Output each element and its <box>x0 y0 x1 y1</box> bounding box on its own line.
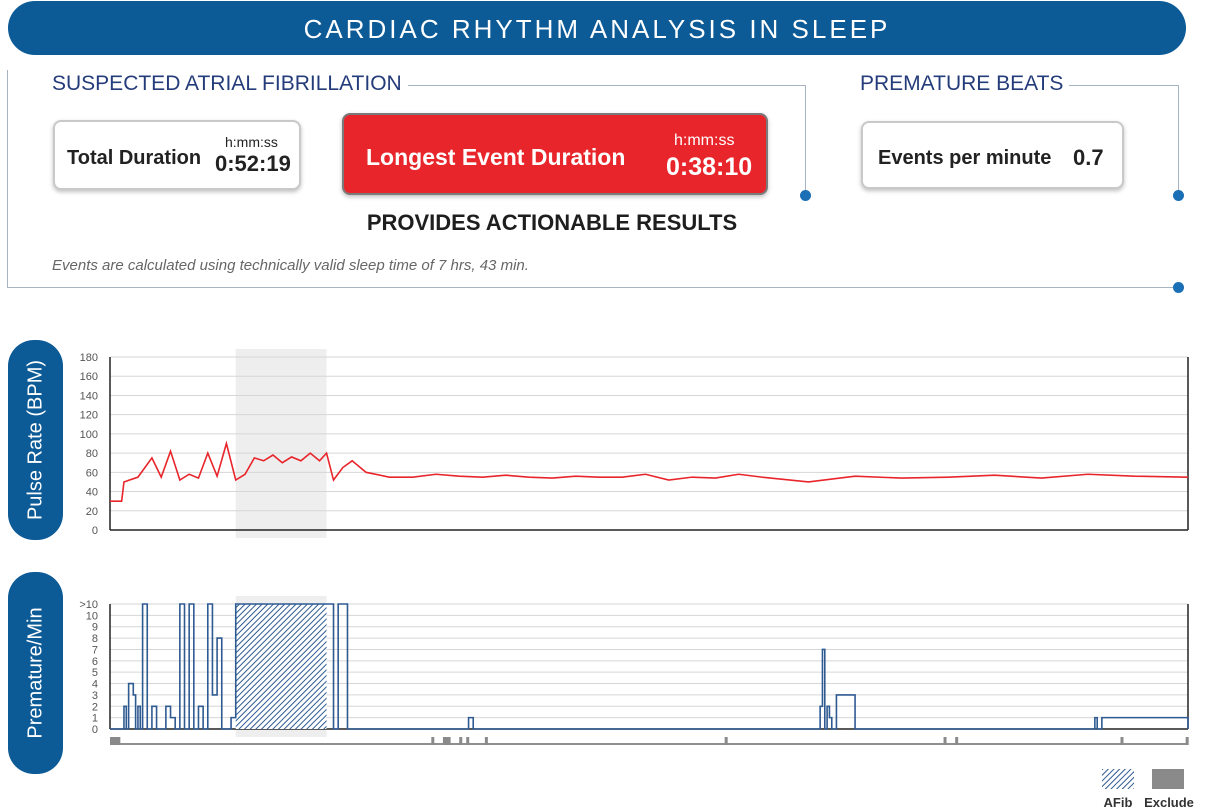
sleep-time-note: Events are calculated using technically … <box>52 257 529 274</box>
actionable-results-text: PROVIDES ACTIONABLE RESULTS <box>366 210 738 235</box>
premature-tick-label: 10 <box>86 610 98 622</box>
longest-event-label: Longest Event Duration <box>366 144 626 170</box>
exclude-marker <box>1185 737 1189 745</box>
report-title: CARDIAC RHYTHM ANALYSIS IN SLEEP <box>303 14 891 44</box>
events-per-minute-label: Events per minute <box>878 147 1052 169</box>
events-per-minute-value: 0.7 <box>1073 145 1104 170</box>
events-per-minute-card: Events per minute 0.7 <box>861 121 1124 189</box>
total-duration-card: Total Duration h:mm:ss 0:52:19 <box>53 120 301 190</box>
exclude-marker <box>431 737 435 745</box>
afib-frame-right <box>805 85 806 195</box>
pulse-tick-label: 80 <box>86 448 98 460</box>
premature-tick-label: 5 <box>92 667 98 679</box>
exclude-marker <box>724 737 728 745</box>
pulse-rate-axis-label: Pulse Rate (BPM) <box>24 359 46 521</box>
total-duration-value: 0:52:19 <box>215 151 291 176</box>
summary-frame-left <box>7 70 8 288</box>
premature-afib-hatch <box>235 604 327 729</box>
pulse-tick-label: 180 <box>80 352 98 364</box>
premature-tick-label: 6 <box>92 656 98 668</box>
legend-afib-label: AFib <box>1103 795 1133 810</box>
afib-frame-dot <box>800 190 811 201</box>
exclude-marker <box>112 737 121 745</box>
exclude-marker <box>955 737 959 745</box>
summary-frame-bottom <box>7 287 1179 288</box>
exclude-marker <box>1120 737 1124 745</box>
pulse-tick-label: 40 <box>86 487 98 499</box>
afib-frame-top <box>390 85 805 86</box>
premature-axis-label: Premature/Min <box>24 607 46 739</box>
exclude-marker <box>110 737 118 745</box>
premature-axis-pill: Premature/Min <box>8 572 63 774</box>
legend-afib-swatch <box>1102 769 1134 789</box>
pulse-tick-label: 20 <box>86 506 98 518</box>
premature-tick-label: 1 <box>92 713 98 725</box>
pulse-afib-band <box>235 349 327 538</box>
premature-afib-band <box>235 596 327 737</box>
premature-series-line <box>110 603 1189 730</box>
exclude-marker <box>442 737 446 745</box>
longest-event-card: Longest Event Duration h:mm:ss 0:38:10 <box>342 113 768 195</box>
total-duration-unit: h:mm:ss <box>225 134 278 150</box>
premature-tick-label: 8 <box>92 633 98 645</box>
pulse-tick-label: 0 <box>92 525 98 537</box>
exclude-marker <box>943 737 947 745</box>
longest-event-value: 0:38:10 <box>666 153 753 181</box>
premature-tick-label: 3 <box>92 690 98 702</box>
premature-tick-label: 0 <box>92 724 98 736</box>
premature-tick-label: >10 <box>79 599 98 611</box>
pulse-tick-label: 100 <box>80 429 98 441</box>
pulse-rate-axis-pill: Pulse Rate (BPM) <box>8 340 63 540</box>
pulse-series-line <box>110 440 1189 502</box>
legend-exclude-label: Exclude <box>1144 795 1194 810</box>
premature-tick-label: 2 <box>92 701 98 713</box>
summary-frame-dot <box>1173 282 1184 293</box>
premature-tick-label: 4 <box>92 679 98 691</box>
exclude-marker <box>459 737 463 745</box>
pulse-tick-label: 60 <box>86 467 98 479</box>
premature-frame-top <box>1055 85 1179 86</box>
longest-event-unit: h:mm:ss <box>674 132 735 149</box>
total-duration-label: Total Duration <box>67 147 202 169</box>
pulse-tick-label: 160 <box>80 371 98 383</box>
exclude-marker <box>447 737 451 745</box>
exclude-marker <box>484 737 488 745</box>
premature-frame-dot <box>1173 190 1184 201</box>
exclude-marker <box>445 737 449 745</box>
pulse-tick-label: 140 <box>80 390 98 402</box>
legend-exclude-swatch <box>1152 769 1184 789</box>
pulse-tick-label: 120 <box>80 410 98 422</box>
afib-section-title: SUSPECTED ATRIAL FIBRILLATION <box>52 72 408 96</box>
exclude-marker <box>466 737 470 745</box>
report-title-banner: CARDIAC RHYTHM ANALYSIS IN SLEEP <box>8 1 1186 55</box>
premature-tick-label: 7 <box>92 644 98 656</box>
premature-section-title: PREMATURE BEATS <box>860 72 1070 96</box>
premature-frame-right <box>1178 85 1179 195</box>
premature-tick-label: 9 <box>92 622 98 634</box>
